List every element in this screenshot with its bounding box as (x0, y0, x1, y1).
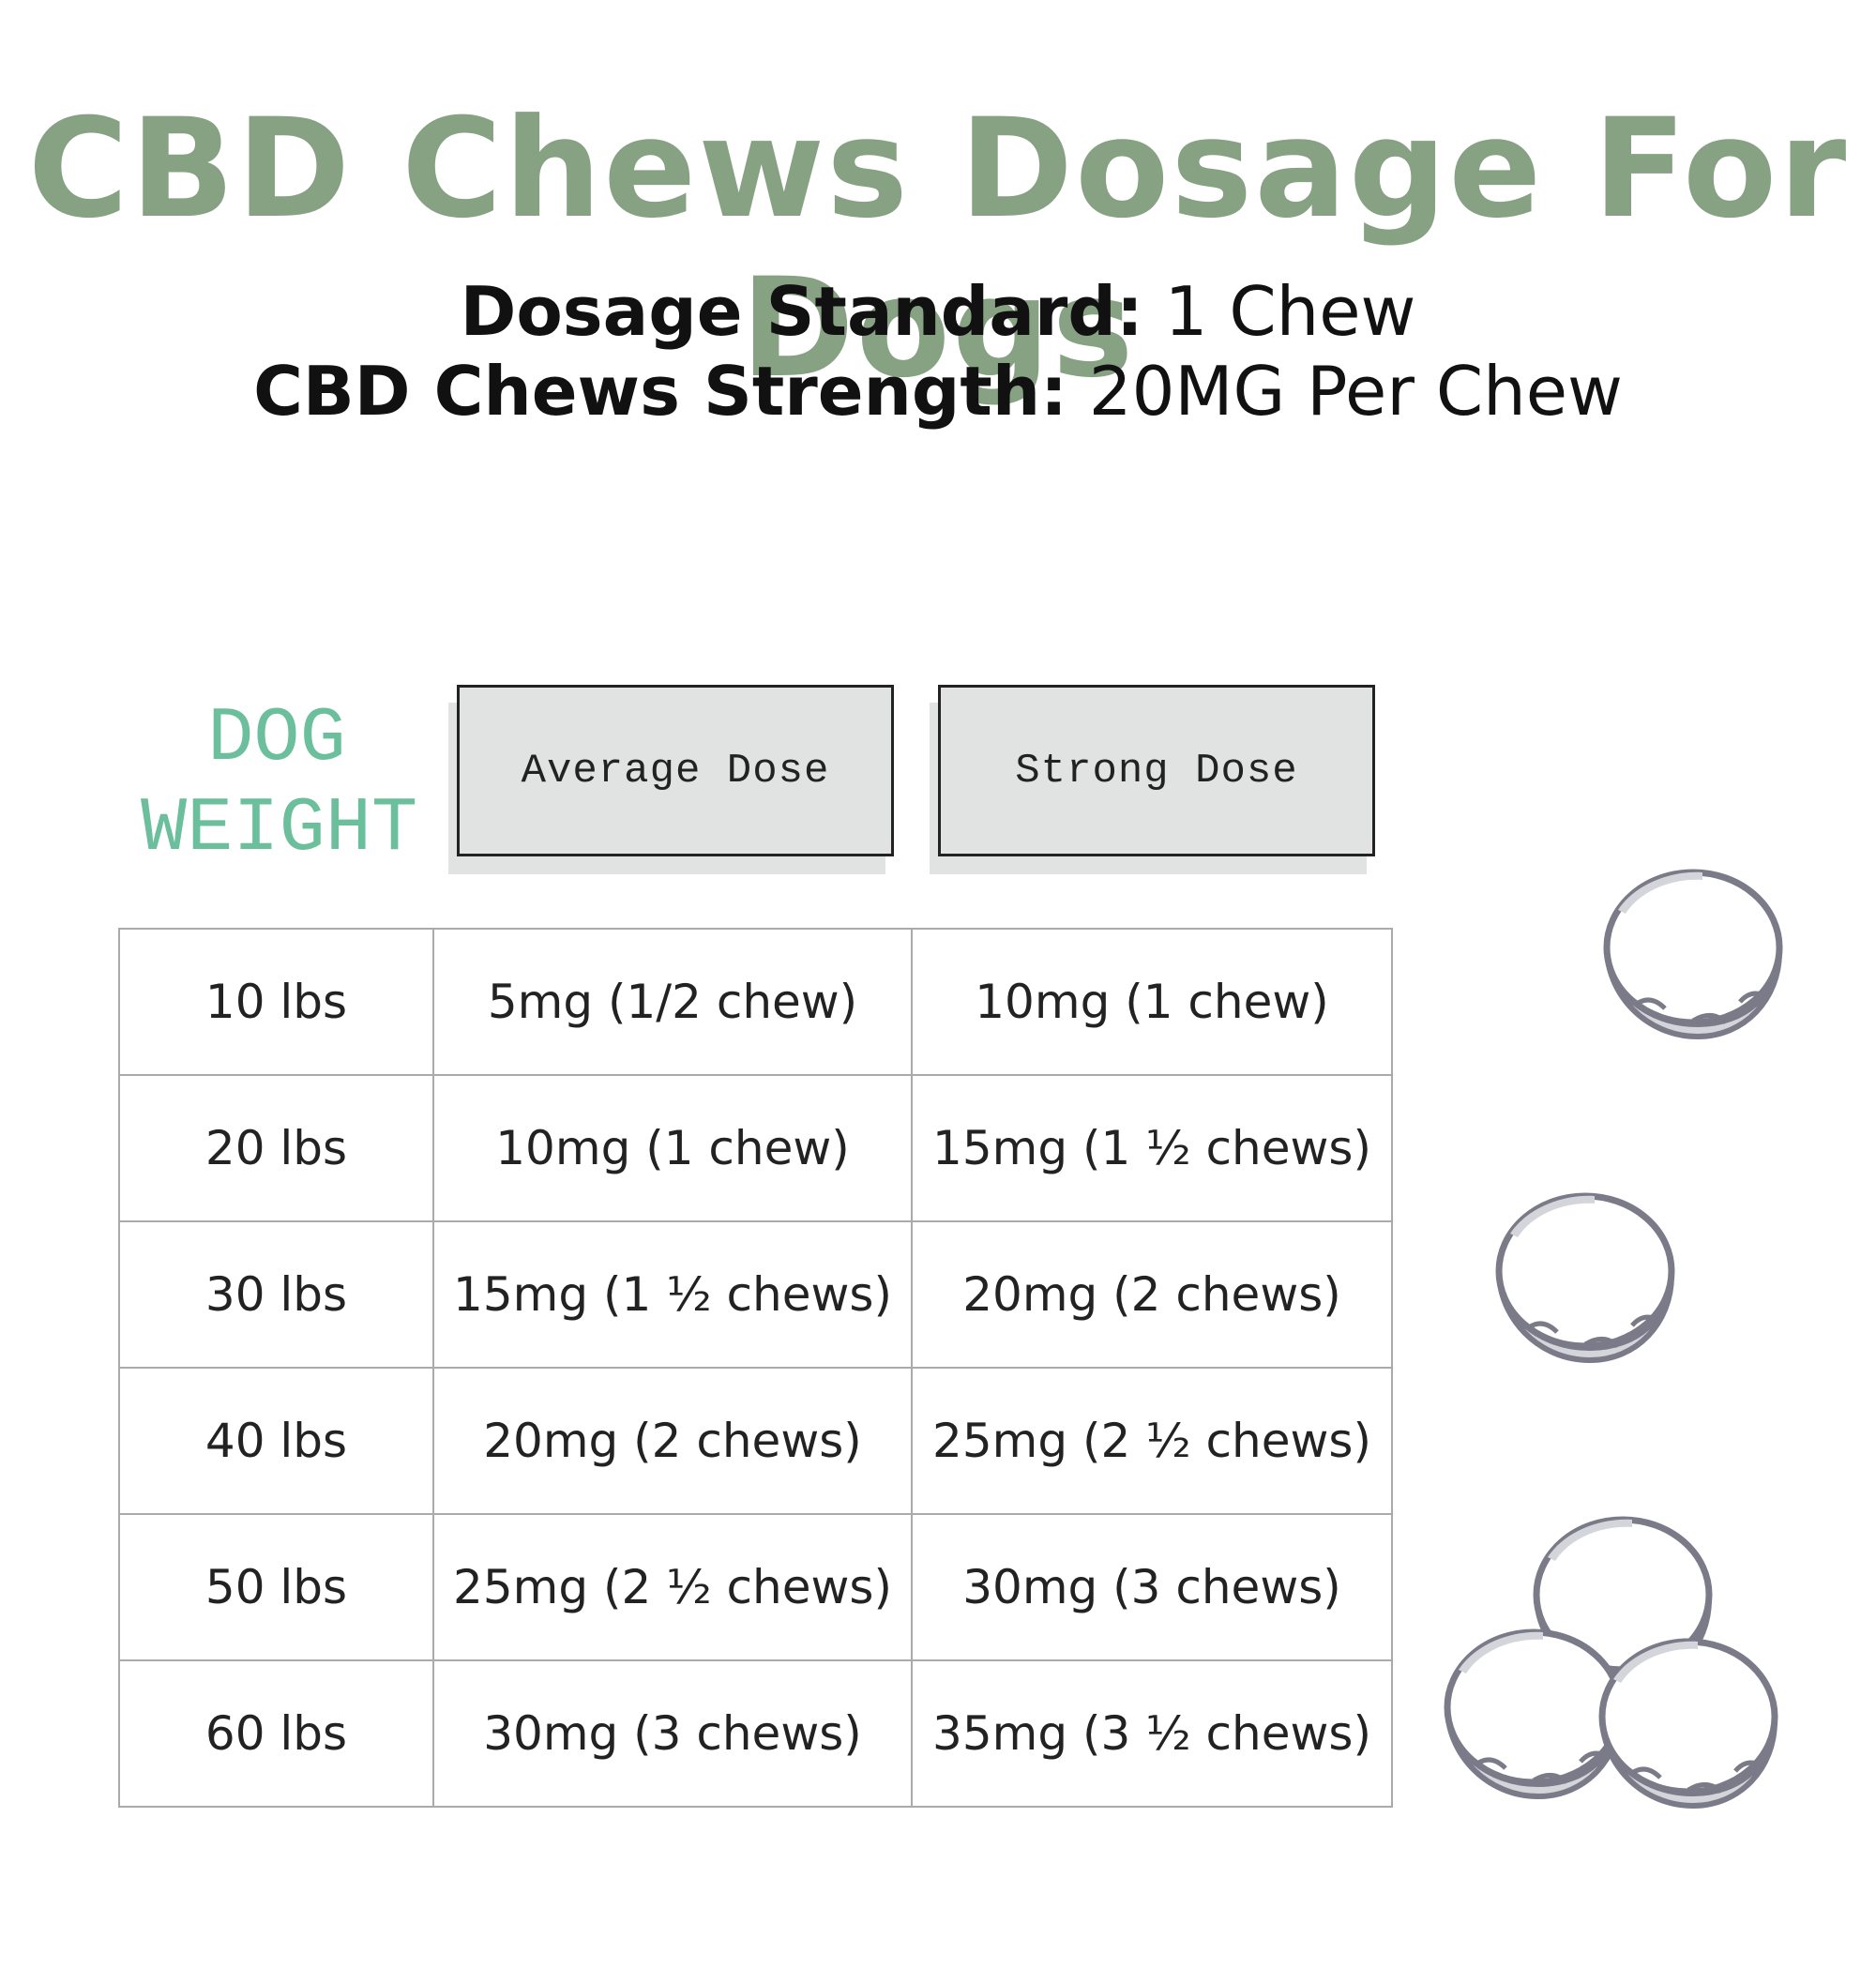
page-title: CBD Chews Dosage For Dogs (27, 89, 1849, 408)
strong-dose-cell: 30mg (3 chews) (911, 1513, 1393, 1661)
table-row: 10 lbs 5mg (1/2 chew) 10mg (1 chew) (118, 928, 1393, 1076)
dosage-standard: Dosage Standard: 1 Chew (0, 272, 1876, 351)
strong-dose-cell: 10mg (1 chew) (911, 928, 1393, 1076)
average-dose-cell: 30mg (3 chews) (432, 1659, 913, 1808)
weight-cell: 40 lbs (118, 1367, 434, 1515)
chew-strength-value: 20MG Per Chew (1067, 352, 1623, 431)
dosage-standard-label: Dosage Standard: (460, 272, 1143, 351)
chew-icon (1602, 1642, 1775, 1806)
chew-strength: CBD Chews Strength: 20MG Per Chew (0, 352, 1876, 431)
dosage-table: 10 lbs 5mg (1/2 chew) 10mg (1 chew) 20 lbs 1… (118, 928, 1393, 1808)
table-row: 40 lbs 20mg (2 chews) 25mg (2 ½ chews) (118, 1367, 1393, 1515)
dog-weight-header-line1: DOG (207, 695, 346, 782)
strong-dose-header: Strong Dose (930, 685, 1375, 874)
strong-dose-cell: 20mg (2 chews) (911, 1220, 1393, 1369)
average-dose-cell: 20mg (2 chews) (432, 1367, 913, 1515)
chew-strength-label: CBD Chews Strength: (253, 352, 1067, 431)
weight-cell: 20 lbs (118, 1074, 434, 1222)
weight-cell: 10 lbs (118, 928, 434, 1076)
weight-cell: 50 lbs (118, 1513, 434, 1661)
average-dose-cell: 25mg (2 ½ chews) (432, 1513, 913, 1661)
chew-icon (1536, 1520, 1709, 1684)
dog-weight-header: DOG WEIGHT (141, 694, 418, 874)
weight-cell: 60 lbs (118, 1659, 434, 1808)
strong-dose-cell: 25mg (2 ½ chews) (911, 1367, 1393, 1515)
weight-cell: 30 lbs (118, 1220, 434, 1369)
table-row: 60 lbs 30mg (3 chews) 35mg (3 ½ chews) (118, 1659, 1393, 1808)
chew-icon (1499, 1196, 1672, 1360)
table-row: 30 lbs 15mg (1 ½ chews) 20mg (2 chews) (118, 1220, 1393, 1369)
table-row: 20 lbs 10mg (1 chew) 15mg (1 ½ chews) (118, 1074, 1393, 1222)
chew-icon (1447, 1632, 1620, 1796)
dosage-standard-value: 1 Chew (1142, 272, 1416, 351)
average-dose-cell: 5mg (1/2 chew) (432, 928, 913, 1076)
average-dose-header: Average Dose (448, 685, 894, 874)
strong-dose-cell: 15mg (1 ½ chews) (911, 1074, 1393, 1222)
table-row: 50 lbs 25mg (2 ½ chews) 30mg (3 chews) (118, 1513, 1393, 1661)
average-dose-cell: 15mg (1 ½ chews) (432, 1220, 913, 1369)
strong-dose-cell: 35mg (3 ½ chews) (911, 1659, 1393, 1808)
chew-icon (1607, 872, 1779, 1037)
average-dose-cell: 10mg (1 chew) (432, 1074, 913, 1222)
dog-weight-header-line2: WEIGHT (141, 785, 418, 872)
